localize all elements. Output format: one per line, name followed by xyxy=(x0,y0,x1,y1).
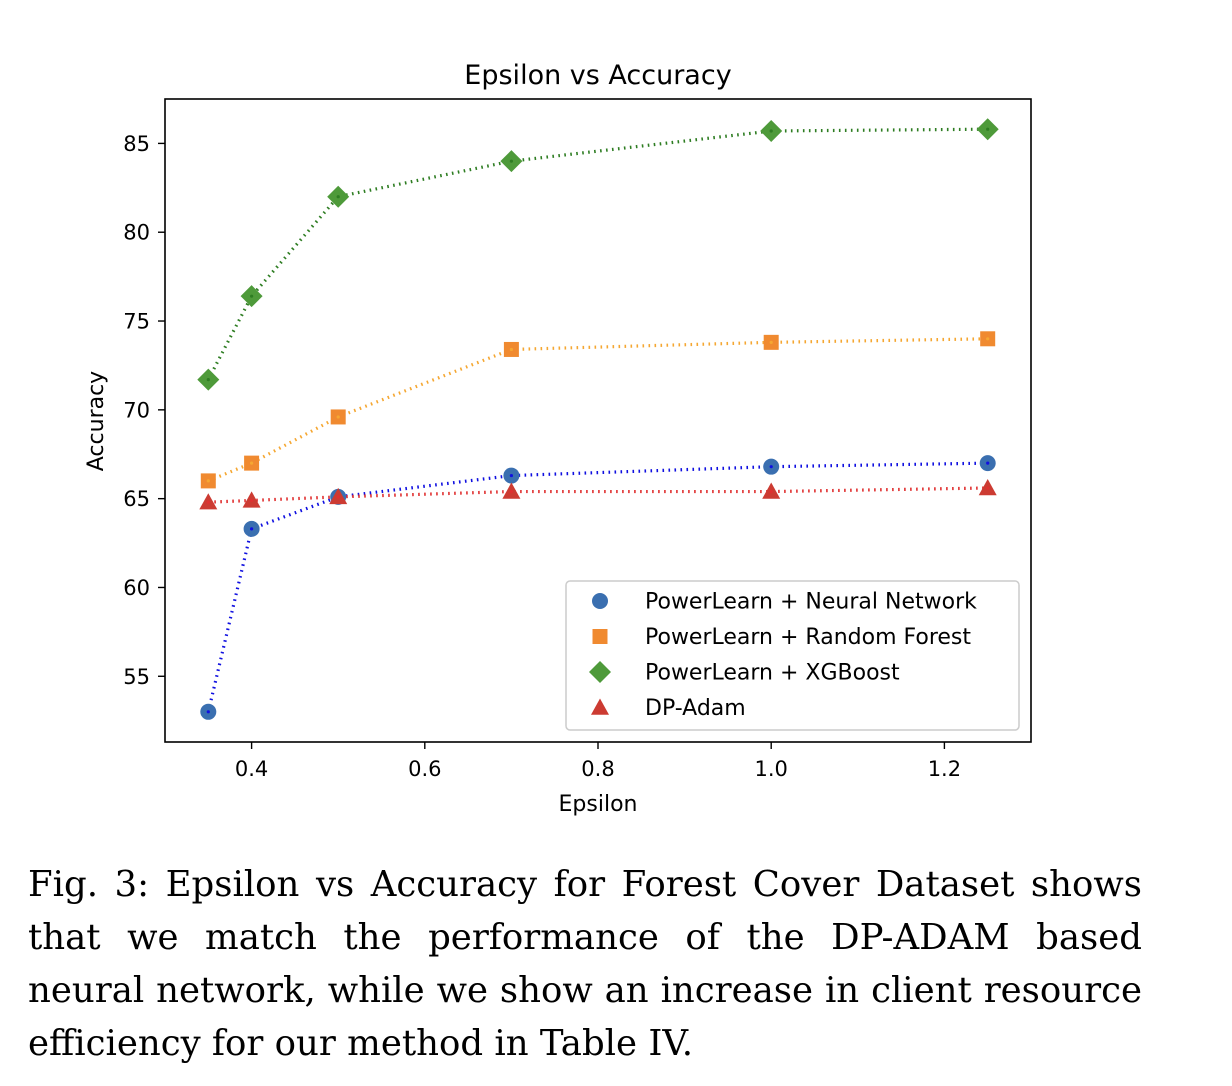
data-point-center xyxy=(206,479,210,483)
y-tick-label: 80 xyxy=(123,221,150,245)
legend-label: DP-Adam xyxy=(645,696,746,721)
legend-marker-0 xyxy=(592,593,608,609)
y-tick-label: 75 xyxy=(123,310,150,334)
legend-label: PowerLearn + XGBoost xyxy=(645,661,900,686)
x-tick-label: 0.6 xyxy=(408,757,441,781)
data-point-center xyxy=(769,340,773,344)
data-point-center xyxy=(250,527,254,531)
data-point-center xyxy=(250,461,254,465)
series-line-1 xyxy=(207,337,988,483)
chart-title: Epsilon vs Accuracy xyxy=(464,60,731,91)
x-tick-label: 0.4 xyxy=(235,757,268,781)
series-line-0 xyxy=(206,461,988,713)
data-point-center xyxy=(986,127,990,131)
legend-box xyxy=(565,580,1020,731)
y-tick-label: 85 xyxy=(123,132,150,156)
legend-marker-1 xyxy=(592,629,608,644)
y-axis-label: Accuracy xyxy=(84,371,109,471)
data-point-center xyxy=(250,294,254,298)
legend-marker-3 xyxy=(591,698,609,715)
data-point-center xyxy=(986,337,990,341)
data-point-center xyxy=(769,465,773,469)
x-tick-label: 1.2 xyxy=(928,757,961,781)
legend-label: PowerLearn + Random Forest xyxy=(645,625,971,650)
y-tick-label: 60 xyxy=(123,576,150,600)
figure-caption: Fig. 3: Epsilon vs Accuracy for Forest C… xyxy=(28,864,1142,1064)
legend: PowerLearn + Neural Network PowerLearn + … xyxy=(565,580,1020,731)
data-point-center xyxy=(769,489,773,494)
data-point-center xyxy=(250,498,254,503)
data-point-center xyxy=(206,378,210,382)
x-tick-label: 1.0 xyxy=(754,757,787,781)
plot-area: 0.4 0.6 0.8 1.0 1.2 55 60 65 70 75 80 85 xyxy=(123,98,1032,781)
data-point-center xyxy=(509,489,513,494)
data-point-center xyxy=(509,159,513,163)
data-point-center xyxy=(986,486,990,490)
data-point-center xyxy=(509,347,513,352)
data-point-center xyxy=(336,415,340,419)
data-point-center xyxy=(206,500,210,504)
chart: Epsilon vs Accuracy 0.4 0.6 0.8 1.0 1.2 55 60 6… xyxy=(84,60,1032,817)
x-tick-label: 0.8 xyxy=(581,757,614,781)
data-point-center xyxy=(336,195,340,199)
y-tick-label: 70 xyxy=(123,398,150,422)
legend-marker-2 xyxy=(589,661,611,683)
data-point-center xyxy=(336,495,340,499)
series-line-3 xyxy=(208,486,988,504)
data-point-center xyxy=(769,129,773,133)
y-tick-label: 55 xyxy=(123,665,150,689)
data-point-center xyxy=(206,710,210,714)
data-point-center xyxy=(509,473,513,478)
series-line-2 xyxy=(206,127,988,381)
data-point-center xyxy=(986,461,990,465)
legend-label: PowerLearn + Neural Network xyxy=(645,590,977,615)
x-axis-label: Epsilon xyxy=(559,792,638,817)
y-tick-label: 65 xyxy=(123,487,150,511)
